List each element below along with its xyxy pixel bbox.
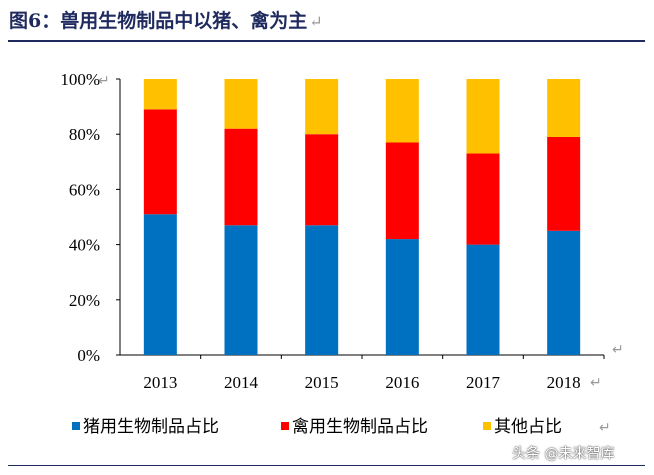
bar-segment <box>547 230 581 355</box>
figure-title: 图6：兽用生物制品中以猪、禽为主 ↵ <box>9 6 323 33</box>
legend-swatch <box>281 422 289 430</box>
return-mark-icon: ↵ <box>309 12 323 31</box>
return-mark-icon: ↵ <box>612 342 624 358</box>
bar-segment <box>305 79 339 135</box>
bar-segment <box>466 244 500 355</box>
return-mark-icon: ↵ <box>98 73 110 89</box>
legend-swatch <box>72 422 80 430</box>
bar-segment <box>466 79 500 154</box>
bar-segment <box>143 79 177 110</box>
bar-segment <box>143 109 177 215</box>
bar-segment <box>385 79 419 143</box>
return-mark-icon: ↵ <box>599 420 611 436</box>
x-tick-label: 2015 <box>305 373 339 392</box>
y-tick-label: 100% <box>60 70 100 89</box>
bottom-rule <box>8 465 645 466</box>
bar-segment <box>305 134 339 226</box>
bar-segment <box>224 79 258 129</box>
y-tick-label: 40% <box>69 236 100 255</box>
x-tick-label: 2018 <box>547 373 581 392</box>
figure-title-text: 图6：兽用生物制品中以猪、禽为主 <box>9 10 308 32</box>
legend-label: 其他占比 <box>494 417 562 437</box>
y-tick-label: 0% <box>77 346 100 365</box>
bar-segment <box>547 136 581 231</box>
bar-segment <box>224 225 258 355</box>
bar-segment <box>466 153 500 245</box>
return-mark-icon: ↵ <box>590 375 602 391</box>
x-tick-label: 2016 <box>385 373 419 392</box>
bar-segment <box>224 128 258 226</box>
bar-segment <box>305 225 339 355</box>
bar-segment <box>143 214 177 355</box>
title-rule <box>8 40 645 42</box>
y-tick-label: 20% <box>69 291 100 310</box>
bar-segment <box>385 239 419 355</box>
bar-segment <box>547 79 581 137</box>
watermark: 头条 @未来智库 <box>512 446 615 462</box>
y-tick-label: 80% <box>69 125 100 144</box>
y-tick-label: 60% <box>69 180 100 199</box>
x-tick-label: 2017 <box>466 373 501 392</box>
legend-label: 禽用生物制品占比 <box>292 417 428 437</box>
x-tick-label: 2013 <box>143 373 177 392</box>
legend-label: 猪用生物制品占比 <box>83 417 219 437</box>
bar-segment <box>385 142 419 240</box>
x-tick-label: 2014 <box>224 373 259 392</box>
legend-swatch <box>483 422 491 430</box>
